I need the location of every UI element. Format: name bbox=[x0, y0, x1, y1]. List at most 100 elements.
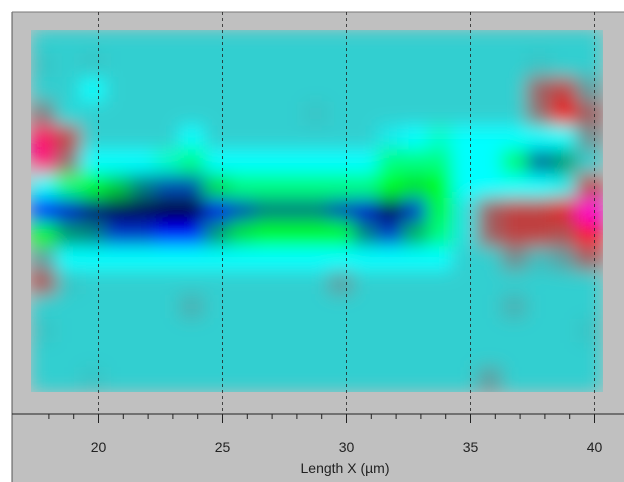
heatmap-cell bbox=[427, 101, 455, 128]
heatmap-cell bbox=[526, 294, 554, 321]
heatmap-cell bbox=[576, 246, 603, 273]
heatmap-cell bbox=[179, 77, 207, 104]
heatmap-cell bbox=[104, 246, 132, 273]
heatmap-cell bbox=[31, 342, 58, 369]
heatmap-cell bbox=[551, 101, 579, 128]
heatmap-cell bbox=[427, 294, 455, 321]
heatmap-cell bbox=[452, 197, 479, 225]
heatmap-cell bbox=[278, 318, 306, 345]
heatmap-cell bbox=[80, 270, 107, 297]
heatmap-cell bbox=[526, 30, 554, 56]
heatmap-cell bbox=[402, 342, 430, 369]
heatmap-cell bbox=[551, 125, 579, 152]
heatmap-cells-group bbox=[31, 30, 603, 392]
heatmap-cell bbox=[576, 30, 603, 56]
heatmap-cell bbox=[576, 149, 603, 176]
heatmap-cell bbox=[551, 197, 579, 225]
heatmap-cell bbox=[179, 366, 207, 392]
heatmap-cell bbox=[476, 222, 504, 249]
x-axis-ticks: 20 25 30 35 40 bbox=[48, 414, 603, 455]
heatmap-cell bbox=[31, 270, 58, 297]
heatmap-cell bbox=[402, 270, 430, 297]
heatmap-cell bbox=[253, 173, 281, 200]
heatmap-cell bbox=[303, 270, 331, 297]
heatmap-cell bbox=[303, 101, 331, 128]
heatmap-cell bbox=[80, 246, 107, 273]
heatmap-cell bbox=[55, 53, 83, 80]
heatmap-cell bbox=[31, 149, 58, 176]
heatmap-cell bbox=[377, 30, 405, 56]
heatmap-cell bbox=[154, 222, 182, 249]
heatmap-cell bbox=[476, 53, 504, 80]
heatmap-cell bbox=[501, 342, 529, 369]
x-tick-label: 40 bbox=[587, 439, 603, 455]
heatmap-cell bbox=[55, 77, 83, 104]
heatmap-cell bbox=[576, 101, 603, 128]
heatmap-cell bbox=[154, 366, 182, 392]
heatmap-cell bbox=[228, 197, 256, 225]
heatmap-cell bbox=[526, 125, 554, 152]
heatmap-cell bbox=[204, 53, 231, 80]
heatmap-cell bbox=[204, 318, 231, 345]
heatmap-cell bbox=[476, 101, 504, 128]
heatmap-cell bbox=[154, 125, 182, 152]
heatmap-cell bbox=[551, 246, 579, 273]
heatmap-cell bbox=[80, 366, 107, 392]
heatmap-cell bbox=[452, 270, 479, 297]
heatmap-cell bbox=[278, 77, 306, 104]
heatmap-cell bbox=[476, 149, 504, 176]
heatmap-cell bbox=[576, 53, 603, 80]
heatmap-cell bbox=[526, 173, 554, 200]
heatmap-cell bbox=[278, 101, 306, 128]
heatmap-cell bbox=[204, 77, 231, 104]
heatmap-cell bbox=[452, 318, 479, 345]
heatmap-cell bbox=[204, 149, 231, 176]
heatmap-cell bbox=[278, 222, 306, 249]
heatmap-cell bbox=[501, 125, 529, 152]
heatmap-cell bbox=[328, 342, 355, 369]
heatmap-cell bbox=[352, 342, 380, 369]
heatmap-cell bbox=[526, 318, 554, 345]
heatmap-cell bbox=[154, 342, 182, 369]
heatmap-cell bbox=[452, 173, 479, 200]
heatmap-cell bbox=[377, 149, 405, 176]
heatmap-cell bbox=[55, 149, 83, 176]
heatmap-cell bbox=[476, 30, 504, 56]
heatmap-cell bbox=[228, 77, 256, 104]
heatmap-cell bbox=[104, 270, 132, 297]
heatmap-cell bbox=[204, 246, 231, 273]
heatmap-cell bbox=[80, 318, 107, 345]
heatmap-cell bbox=[377, 342, 405, 369]
heatmap-cell bbox=[129, 53, 157, 80]
heatmap-cell bbox=[402, 125, 430, 152]
heatmap-cell bbox=[402, 30, 430, 56]
heatmap-cell bbox=[377, 318, 405, 345]
heatmap-cell bbox=[328, 222, 355, 249]
heatmap-cell bbox=[129, 222, 157, 249]
heatmap-cell bbox=[427, 77, 455, 104]
heatmap-cell bbox=[179, 149, 207, 176]
heatmap-cell bbox=[328, 197, 355, 225]
heatmap-cell bbox=[328, 53, 355, 80]
heatmap-cell bbox=[80, 125, 107, 152]
heatmap-cell bbox=[129, 246, 157, 273]
heatmap-cell bbox=[154, 318, 182, 345]
heatmap-cell bbox=[328, 77, 355, 104]
heatmap-cell bbox=[352, 246, 380, 273]
heatmap-cell bbox=[104, 197, 132, 225]
heatmap-cell bbox=[427, 342, 455, 369]
heatmap-cell bbox=[476, 318, 504, 345]
heatmap-cell bbox=[278, 197, 306, 225]
heatmap-cell bbox=[154, 294, 182, 321]
heatmap-cell bbox=[228, 101, 256, 128]
heatmap-cell bbox=[377, 197, 405, 225]
heatmap-cell bbox=[104, 149, 132, 176]
heatmap-cell bbox=[204, 366, 231, 392]
heatmap-cell bbox=[427, 246, 455, 273]
heatmap-cell bbox=[476, 125, 504, 152]
heatmap-cell bbox=[129, 77, 157, 104]
heatmap-cell bbox=[402, 222, 430, 249]
heatmap-cell bbox=[526, 366, 554, 392]
heatmap-cell bbox=[253, 77, 281, 104]
heatmap-cell bbox=[31, 294, 58, 321]
